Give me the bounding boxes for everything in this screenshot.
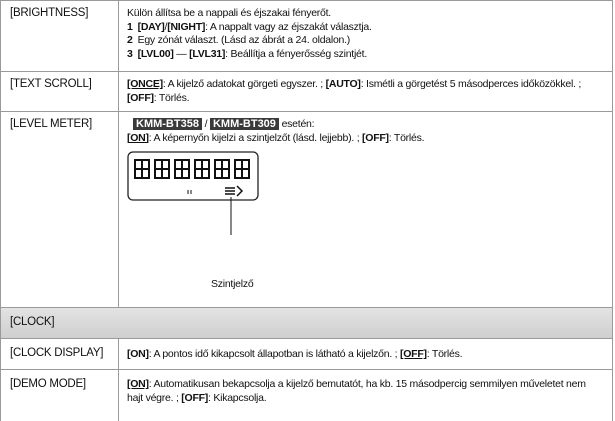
row: [LEVEL METER] KMM-BT358 / KMM-BT309 eset…: [0, 111, 613, 307]
row-description: KMM-BT358 / KMM-BT309 esetén: [ON]: A ké…: [127, 118, 604, 145]
text: : A pontos idő kikapcsolt állapotban is …: [148, 348, 401, 360]
text: : Törlés.: [153, 91, 190, 104]
row: [TEXT SCROLL] [ONCE]: A kijelző adatokat…: [0, 71, 613, 111]
text: /: [204, 118, 208, 130]
option: [ON]: [127, 378, 149, 390]
segments: [134, 159, 250, 179]
row: [BRIGHTNESS] Külön állítsa be a nappali …: [0, 0, 613, 71]
row-description: [ONCE]: A kijelző adatokat görgeti egysz…: [127, 78, 604, 105]
text: : Kikapcsolja.: [208, 391, 267, 404]
option: [NIGHT]: [167, 20, 206, 33]
text: : A nappalt vagy az éjszakát választja.: [205, 20, 372, 33]
callout-label: Szintjelző: [211, 278, 254, 290]
row-label: [LEVEL METER]: [10, 118, 92, 130]
option: [ON]: [127, 131, 149, 144]
line: 2 Egy zónát választ. (Lásd az ábrát a 24.…: [127, 34, 604, 48]
indicator: [187, 190, 192, 194]
divider: [118, 112, 119, 307]
divider: [118, 1, 119, 71]
row: [DEMO MODE] [ON]: Automatikusan bekapcso…: [0, 369, 613, 421]
option: [OFF]: [362, 131, 389, 144]
divider: [118, 339, 119, 369]
level-icon: [225, 185, 244, 197]
text: : Ismétli a görgetést 5 másodperces idők…: [360, 78, 582, 90]
text: : Törlés.: [426, 348, 463, 360]
line: [ON]: A képernyőn kijelzi a szintjelzőt …: [127, 132, 604, 146]
line: Külön állítsa be a nappali és éjszakai f…: [127, 7, 604, 21]
text: Külön állítsa be a nappali és éjszakai f…: [127, 7, 331, 19]
line: KMM-BT358 / KMM-BT309 esetén:: [133, 118, 604, 132]
divider: [118, 72, 119, 111]
option: [LVL00]: [137, 47, 174, 60]
text: Egy zónát választ. (Lásd az ábrát a 24. …: [137, 34, 351, 46]
text: : A kijelző adatokat görgeti egyszer. ;: [162, 78, 326, 90]
row: [CLOCK DISPLAY] [ON]: A pontos idő kikap…: [0, 338, 613, 369]
option: [OFF]: [127, 91, 154, 104]
row-label: [CLOCK DISPLAY]: [10, 347, 104, 359]
row-description: [ON]: A pontos idő kikapcsolt állapotban…: [127, 348, 604, 362]
text: : Automatikusan bekapcsolja a kijelző be…: [127, 378, 586, 404]
section-label: [CLOCK]: [10, 316, 55, 328]
option: [OFF]: [400, 348, 427, 360]
row-description: [ON]: Automatikusan bekapcsolja a kijelz…: [127, 378, 604, 405]
option: [DAY]: [137, 20, 165, 33]
row-label: [DEMO MODE]: [10, 378, 86, 390]
option: [ON]: [127, 348, 149, 360]
line: 1 [DAY]/[NIGHT]: A nappalt vagy az éjszak…: [127, 21, 604, 35]
divider: [118, 370, 119, 421]
row-description: Külön állítsa be a nappali és éjszakai f…: [127, 7, 604, 61]
option: [LVL31]: [189, 47, 226, 60]
step-number: 1: [127, 20, 133, 33]
option: [OFF]: [181, 391, 209, 404]
model-badge: KMM-BT358: [133, 118, 202, 130]
text: : A képernyőn kijelzi a szintjelzőt (lás…: [148, 131, 363, 144]
display-figure: [127, 151, 259, 235]
row-label: [TEXT SCROLL]: [10, 78, 92, 90]
text: esetén:: [281, 118, 315, 130]
model-badge: KMM-BT309: [209, 118, 279, 130]
section-header: [CLOCK]: [0, 307, 613, 338]
step-number: 2: [127, 34, 133, 46]
text: : Törlés.: [388, 131, 425, 144]
row-label: [BRIGHTNESS]: [10, 7, 89, 19]
line: 3 [LVL00] — [LVL31]: Beállítja a fényerős…: [127, 48, 604, 62]
option: [ONCE]: [127, 78, 163, 90]
text: : Beállítja a fényerősség szintjét.: [225, 47, 367, 60]
step-number: 3: [127, 47, 133, 60]
text: —: [173, 47, 190, 60]
option: [AUTO]: [325, 78, 361, 90]
text: /: [164, 20, 168, 33]
